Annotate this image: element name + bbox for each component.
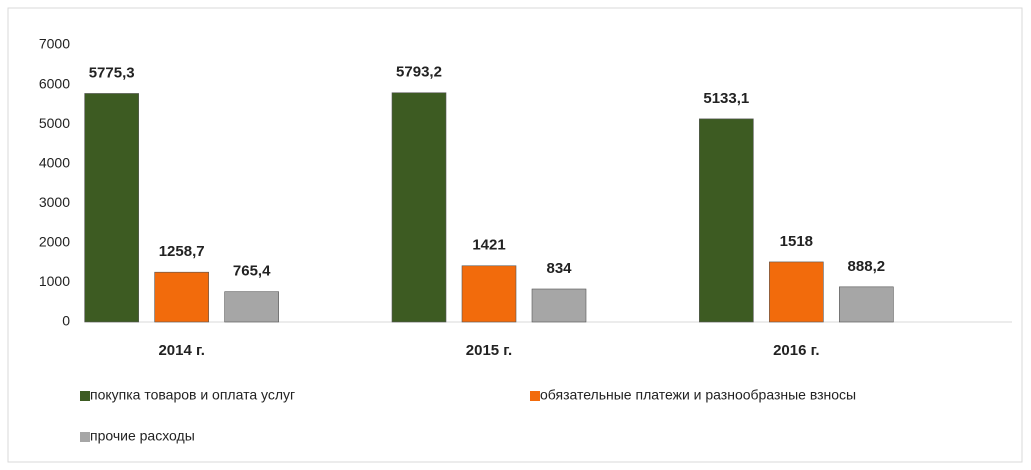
bar: [224, 291, 279, 323]
bar: [839, 286, 894, 323]
bar: [391, 92, 447, 323]
bar: [461, 265, 517, 323]
value-label: 1518: [780, 233, 813, 250]
y-tick-label: 2000: [39, 234, 70, 250]
value-label: 765,4: [233, 263, 271, 280]
value-label: 1258,7: [159, 243, 205, 260]
legend-label: покупка товаров и оплата услуг: [90, 387, 295, 403]
legend-swatch: [80, 432, 90, 442]
x-tick-label: 2016 г.: [773, 342, 819, 359]
value-label: 834: [546, 260, 572, 277]
legend-label: прочие расходы: [90, 428, 195, 444]
value-label: 888,2: [848, 258, 886, 275]
x-tick-label: 2014 г.: [158, 342, 204, 359]
x-tick-label: 2015 г.: [466, 342, 512, 359]
y-tick-label: 4000: [39, 154, 70, 170]
y-tick-label: 7000: [39, 36, 70, 52]
y-tick-label: 1000: [39, 273, 70, 289]
y-tick-label: 0: [62, 313, 70, 329]
y-tick-label: 3000: [39, 194, 70, 210]
value-label: 5793,2: [396, 64, 442, 81]
bar: [769, 261, 824, 323]
bar: [84, 93, 139, 323]
y-tick-label: 5000: [39, 115, 70, 131]
legend-swatch: [80, 391, 90, 401]
value-label: 5775,3: [89, 64, 135, 81]
bar: [531, 288, 587, 323]
bar: [154, 271, 209, 323]
y-tick-label: 6000: [39, 75, 70, 91]
legend-label: обязательные платежи и разнообразные взн…: [540, 387, 856, 403]
legend-swatch: [530, 391, 540, 401]
chart-frame: [7, 7, 1023, 463]
value-label: 5133,1: [703, 90, 749, 107]
bar: [699, 118, 754, 323]
value-label: 1421: [472, 237, 505, 254]
